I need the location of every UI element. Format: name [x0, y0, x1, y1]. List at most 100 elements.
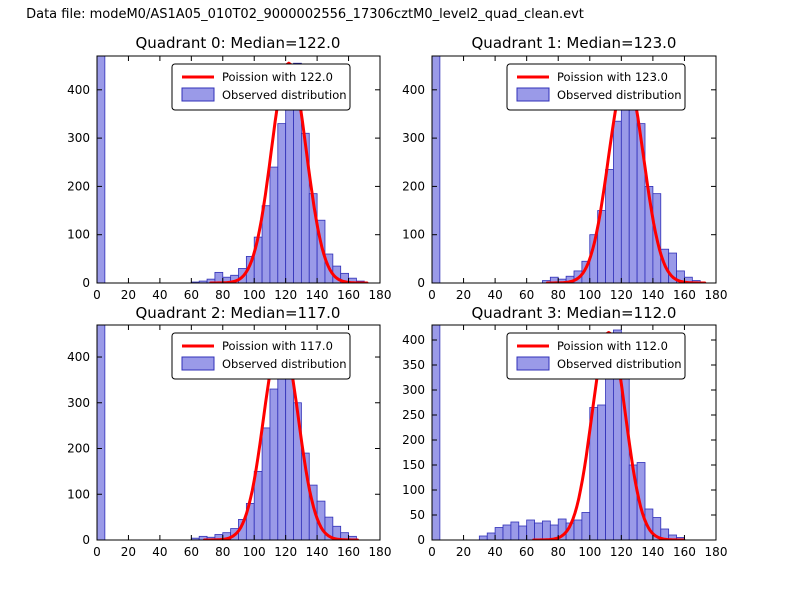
x-tick-label: 180 — [369, 288, 392, 302]
x-tick-label: 180 — [705, 288, 728, 302]
legend-box — [506, 63, 686, 111]
x-tick-label: 60 — [184, 545, 199, 559]
legend-patch-sample — [181, 87, 215, 102]
y-tick-label: 400 — [402, 333, 425, 347]
legend: Poission with 123.0 Observed distributio… — [506, 63, 686, 111]
y-tick-label: 100 — [67, 228, 90, 242]
x-tick-label: 80 — [215, 288, 230, 302]
x-tick-label: 100 — [243, 545, 266, 559]
x-tick-label: 140 — [306, 288, 329, 302]
histogram-bar — [581, 512, 591, 540]
x-tick-label: 0 — [93, 545, 101, 559]
legend-box — [171, 63, 351, 111]
y-tick-label: 300 — [402, 131, 425, 145]
y-tick-label: 50 — [410, 508, 425, 522]
histogram-bar — [518, 525, 528, 540]
y-tick-label: 300 — [402, 383, 425, 397]
y-tick-label: 0 — [417, 276, 425, 290]
plot-area: 0 20 40 60 80 100 120 140 160 180 0 100 200 300 400 — [402, 55, 728, 302]
y-tick-label: 200 — [402, 433, 425, 447]
histogram-bar — [494, 527, 504, 540]
legend-patch-sample — [181, 356, 215, 371]
histogram-bar — [534, 522, 543, 540]
axes-frame — [96, 324, 381, 541]
histogram-bar — [660, 528, 670, 540]
subplot-quadrant-0: Quadrant 0: Median=122.0 0 20 40 60 80 100 120… — [67, 34, 391, 302]
subplot-quadrant-3: Quadrant 3: Median=112.0 0 20 40 60 80 100 120… — [402, 304, 727, 559]
y-tick-label: 400 — [67, 350, 90, 364]
x-tick-label: 60 — [519, 288, 534, 302]
legend: Poission with 112.0 Observed distributio… — [506, 332, 686, 380]
x-tick-label: 160 — [337, 288, 360, 302]
y-tick-label: 400 — [402, 83, 425, 97]
x-tick-label: 20 — [456, 545, 471, 559]
y-tick-label: 200 — [402, 179, 425, 193]
legend-label-poisson: Poission with 112.0 — [557, 339, 668, 353]
x-tick-label: 80 — [551, 545, 566, 559]
x-tick-label: 160 — [673, 545, 696, 559]
histogram-bar — [613, 120, 622, 283]
x-tick-label: 120 — [274, 545, 297, 559]
x-tick-label: 180 — [369, 545, 392, 559]
x-tick-label: 100 — [243, 288, 266, 302]
legend-label-observed: Observed distribution — [557, 88, 682, 102]
subplot-title: Quadrant 1: Median=123.0 — [472, 34, 677, 52]
y-tick-label: 0 — [417, 533, 425, 547]
subplot-title: Quadrant 0: Median=122.0 — [136, 34, 341, 52]
plot-area: 0 20 40 60 80 100 120 140 160 180 0 100 200 300 400 — [67, 324, 392, 559]
x-tick-label: 160 — [673, 288, 696, 302]
y-tick-label: 100 — [402, 228, 425, 242]
histogram-bar — [316, 219, 326, 283]
x-tick-label: 140 — [641, 545, 664, 559]
x-tick-label: 140 — [641, 288, 664, 302]
y-tick-label: 300 — [67, 131, 90, 145]
histogram-bar — [502, 524, 512, 540]
y-tick-label: 350 — [402, 358, 425, 372]
axes-frame — [431, 324, 717, 541]
legend-patch-sample — [516, 87, 550, 102]
histogram-bar — [97, 56, 106, 283]
legend: Poission with 122.0 Observed distributio… — [171, 63, 351, 111]
y-tick-label: 200 — [67, 442, 90, 456]
x-tick-label: 20 — [121, 288, 136, 302]
x-tick-label: 40 — [487, 545, 502, 559]
x-tick-label: 100 — [578, 288, 601, 302]
histogram-bar — [486, 532, 496, 540]
histogram-bar — [432, 56, 441, 283]
plot-area: 0 20 40 60 80 100 120 140 160 180 0 100 200 300 400 — [67, 55, 392, 302]
axes-frame — [96, 55, 381, 284]
axes-frame — [431, 55, 717, 284]
legend: Poission with 117.0 Observed distributio… — [171, 332, 351, 380]
x-tick-label: 20 — [456, 288, 471, 302]
legend-patch-sample — [516, 356, 550, 371]
histogram-bar — [597, 404, 606, 540]
y-tick-label: 100 — [67, 487, 90, 501]
histogram-bar — [636, 462, 646, 540]
x-tick-label: 180 — [705, 545, 728, 559]
histogram-bar — [605, 169, 614, 283]
legend-label-observed: Observed distribution — [557, 357, 682, 371]
x-tick-label: 0 — [428, 288, 436, 302]
figure-title: Data file: modeM0/AS1A05_010T02_90000025… — [26, 7, 584, 22]
legend-label-poisson: Poission with 117.0 — [222, 339, 333, 353]
y-tick-label: 100 — [402, 483, 425, 497]
legend-label-poisson: Poission with 122.0 — [222, 70, 333, 84]
x-tick-label: 40 — [152, 288, 167, 302]
x-tick-label: 140 — [306, 545, 329, 559]
legend-label-observed: Observed distribution — [222, 357, 347, 371]
y-tick-label: 0 — [82, 533, 90, 547]
histogram-bar — [97, 325, 106, 540]
x-tick-label: 60 — [519, 545, 534, 559]
subplot-quadrant-1: Quadrant 1: Median=123.0 0 20 40 60 80 100 120… — [402, 34, 727, 302]
histogram-bar — [261, 427, 271, 540]
x-tick-label: 120 — [610, 545, 633, 559]
histogram-bar — [269, 166, 279, 283]
y-tick-label: 400 — [67, 83, 90, 97]
y-tick-label: 200 — [67, 179, 90, 193]
y-tick-label: 300 — [67, 396, 90, 410]
x-tick-label: 0 — [428, 545, 436, 559]
subplot-title: Quadrant 3: Median=112.0 — [472, 304, 677, 322]
subplot-title: Quadrant 2: Median=117.0 — [136, 304, 341, 322]
x-tick-label: 100 — [578, 545, 601, 559]
